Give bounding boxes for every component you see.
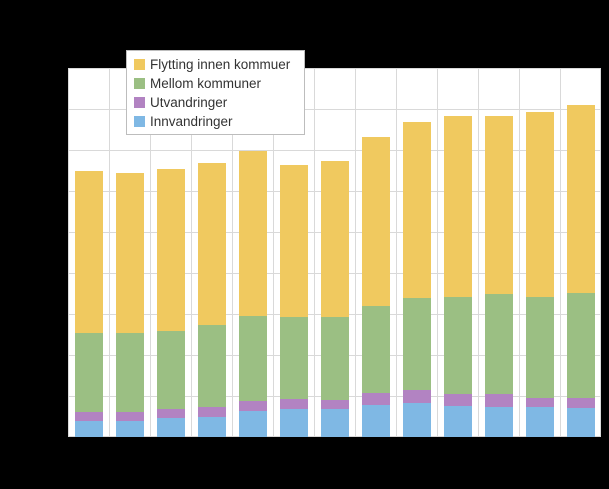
legend-item-label: Mellom kommuner bbox=[150, 76, 262, 91]
legend-swatch-blue-icon bbox=[134, 116, 145, 127]
bar-segment bbox=[443, 296, 472, 395]
bar-segment bbox=[320, 160, 349, 317]
vertical-gridline bbox=[478, 68, 479, 437]
bar-segment bbox=[525, 297, 554, 398]
bar-stack bbox=[238, 68, 267, 437]
legend-swatch-purple-icon bbox=[134, 97, 145, 108]
bar-segment bbox=[566, 408, 595, 437]
legend-swatch-yellow-icon bbox=[134, 59, 145, 70]
bar-segment bbox=[320, 316, 349, 401]
bar-segment bbox=[156, 418, 185, 437]
vertical-gridline bbox=[68, 68, 69, 437]
bar-segment bbox=[238, 315, 267, 401]
bar-segment bbox=[525, 112, 554, 298]
bar-segment bbox=[443, 116, 472, 297]
bar-segment bbox=[197, 162, 226, 326]
bar-stack bbox=[320, 68, 349, 437]
bar-stack bbox=[525, 68, 554, 437]
legend-item-label: Utvandringer bbox=[150, 95, 228, 110]
bar-segment bbox=[361, 305, 390, 394]
bar-segment bbox=[566, 397, 595, 409]
bar-segment bbox=[443, 394, 472, 406]
bar-segment bbox=[320, 400, 349, 410]
bar-segment bbox=[566, 104, 595, 294]
bar-stack bbox=[115, 68, 144, 437]
legend-item-label: Flytting innen kommuer bbox=[150, 57, 291, 72]
vertical-gridline bbox=[232, 68, 233, 437]
bar-stack bbox=[566, 68, 595, 437]
bar-segment bbox=[156, 408, 185, 419]
bar-segment bbox=[197, 407, 226, 417]
bar-segment bbox=[525, 397, 554, 408]
horizontal-gridline bbox=[68, 150, 601, 151]
bar-stack bbox=[402, 68, 431, 437]
bar-segment bbox=[279, 409, 308, 437]
bar-segment bbox=[484, 394, 513, 407]
bar-stack bbox=[443, 68, 472, 437]
vertical-gridline bbox=[109, 68, 110, 437]
bar-segment bbox=[279, 164, 308, 318]
bar-segment bbox=[279, 317, 308, 400]
bar-stack bbox=[484, 68, 513, 437]
bar-stack bbox=[156, 68, 185, 437]
bar-segment bbox=[156, 169, 185, 332]
bar-segment bbox=[443, 405, 472, 437]
bar-stack bbox=[361, 68, 390, 437]
bar-segment bbox=[238, 151, 267, 316]
bar-segment bbox=[156, 331, 185, 409]
bar-segment bbox=[361, 136, 390, 306]
vertical-gridline bbox=[396, 68, 397, 437]
bar-segment bbox=[361, 393, 390, 406]
vertical-gridline bbox=[150, 68, 151, 437]
bar-segment bbox=[115, 333, 144, 413]
bar-segment bbox=[402, 390, 431, 404]
horizontal-gridline bbox=[68, 109, 601, 110]
vertical-gridline bbox=[600, 68, 601, 437]
bar-segment bbox=[74, 421, 103, 437]
legend-item: Flytting innen kommuer bbox=[134, 55, 304, 74]
vertical-gridline bbox=[273, 68, 274, 437]
plot-area bbox=[68, 68, 601, 437]
vertical-gridline bbox=[314, 68, 315, 437]
bar-stack bbox=[74, 68, 103, 437]
legend-swatch-green-icon bbox=[134, 78, 145, 89]
bar-segment bbox=[361, 405, 390, 437]
legend-item: Utvandringer bbox=[134, 93, 304, 112]
bar-segment bbox=[484, 116, 513, 294]
bar-segment bbox=[115, 412, 144, 422]
vertical-gridline bbox=[519, 68, 520, 437]
legend: Flytting innen kommuer Mellom kommuner Utv… bbox=[126, 50, 305, 135]
bar-segment bbox=[525, 407, 554, 437]
bar-segment bbox=[238, 400, 267, 411]
vertical-gridline bbox=[191, 68, 192, 437]
bar-segment bbox=[484, 406, 513, 437]
bar-segment bbox=[238, 410, 267, 437]
bar-segment bbox=[115, 421, 144, 437]
vertical-gridline bbox=[355, 68, 356, 437]
vertical-gridline bbox=[437, 68, 438, 437]
bar-segment bbox=[279, 399, 308, 410]
bar-segment bbox=[484, 293, 513, 395]
bar-stack bbox=[279, 68, 308, 437]
bar-segment bbox=[74, 332, 103, 412]
bar-segment bbox=[197, 325, 226, 408]
legend-item: Innvandringer bbox=[134, 112, 304, 131]
vertical-gridline bbox=[560, 68, 561, 437]
bar-segment bbox=[115, 172, 144, 334]
bar-segment bbox=[74, 411, 103, 422]
bar-segment bbox=[402, 121, 431, 299]
bar-stack bbox=[197, 68, 226, 437]
bar-segment bbox=[566, 293, 595, 398]
bar-segment bbox=[402, 298, 431, 391]
bar-segment bbox=[197, 416, 226, 437]
legend-item-label: Innvandringer bbox=[150, 114, 233, 129]
legend-item: Mellom kommuner bbox=[134, 74, 304, 93]
bar-segment bbox=[74, 170, 103, 333]
bar-segment bbox=[402, 403, 431, 437]
horizontal-gridline bbox=[68, 68, 601, 69]
bar-segment bbox=[320, 409, 349, 437]
